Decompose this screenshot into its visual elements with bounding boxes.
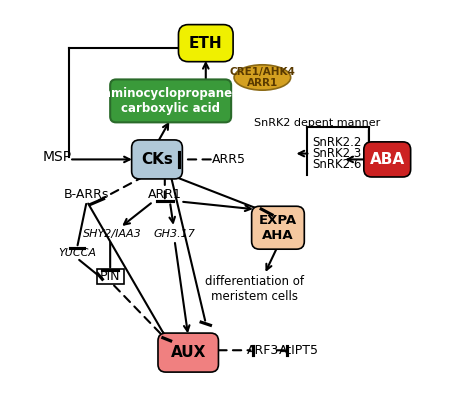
Text: SnRK2 depent manner: SnRK2 depent manner — [254, 118, 380, 128]
Text: AtIPT5: AtIPT5 — [279, 344, 319, 357]
Text: GH3.17: GH3.17 — [154, 229, 195, 239]
FancyBboxPatch shape — [110, 79, 231, 122]
Text: CKs: CKs — [141, 152, 173, 167]
Text: ABA: ABA — [370, 152, 405, 167]
Text: MSP: MSP — [43, 151, 72, 165]
FancyBboxPatch shape — [132, 140, 182, 179]
Text: PIN: PIN — [100, 270, 120, 283]
Text: SnRK2.6: SnRK2.6 — [312, 158, 362, 171]
Text: YUCCA: YUCCA — [58, 248, 96, 258]
FancyBboxPatch shape — [97, 270, 124, 284]
Text: ARR5: ARR5 — [211, 152, 246, 165]
Text: ARR1: ARR1 — [148, 188, 182, 201]
Text: CRE1/AHK4
ARR1: CRE1/AHK4 ARR1 — [229, 67, 295, 88]
Text: SnRK2.2: SnRK2.2 — [312, 136, 362, 149]
Text: SHY2/IAA3: SHY2/IAA3 — [83, 229, 142, 239]
Text: 1-aminocyclopropane-1-
carboxylic acid: 1-aminocyclopropane-1- carboxylic acid — [91, 87, 251, 115]
Ellipse shape — [234, 65, 291, 90]
FancyBboxPatch shape — [158, 333, 219, 372]
Text: differentiation of
meristem cells: differentiation of meristem cells — [205, 275, 304, 303]
Text: AUX: AUX — [171, 345, 206, 360]
FancyBboxPatch shape — [179, 25, 233, 62]
FancyBboxPatch shape — [252, 206, 304, 249]
Text: B-ARRs: B-ARRs — [64, 188, 109, 201]
Text: ETH: ETH — [189, 36, 223, 51]
FancyBboxPatch shape — [364, 142, 410, 177]
Text: EXPA
AHA: EXPA AHA — [259, 214, 297, 242]
Text: SnRK2.3: SnRK2.3 — [312, 147, 362, 160]
Text: ARF3: ARF3 — [247, 344, 279, 357]
